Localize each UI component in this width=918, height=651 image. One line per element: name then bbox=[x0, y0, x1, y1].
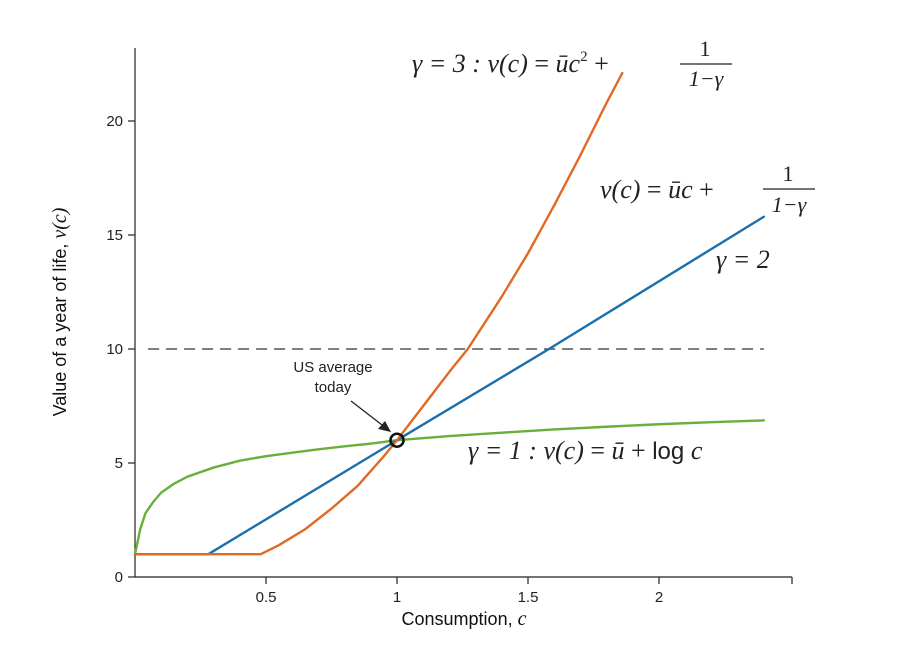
y-tick-label: 20 bbox=[106, 113, 123, 130]
gamma3-equation: γ = 3 : v(c) = ūc2 + 1 1−γ bbox=[412, 36, 732, 91]
us-average-label-line2: today bbox=[315, 379, 352, 396]
y-tick-label: 5 bbox=[115, 455, 123, 472]
y-tick-label: 10 bbox=[106, 341, 123, 358]
gamma2-label: γ = 2 bbox=[716, 245, 770, 274]
linear-equation: v(c) = ūc + 1 1−γ bbox=[600, 161, 815, 217]
us-average-annotation: US average today bbox=[293, 359, 391, 432]
x-tick-label: 1.5 bbox=[518, 589, 539, 606]
linear-frac-num: 1 bbox=[783, 161, 794, 186]
y-tick-label: 15 bbox=[106, 227, 123, 244]
gamma3-frac-num: 1 bbox=[700, 36, 711, 61]
us-average-marker bbox=[389, 432, 405, 448]
x-axis-title: Consumption, c bbox=[402, 608, 527, 630]
linear-equation-text: v(c) = ūc + bbox=[600, 175, 714, 204]
series-line-gamma-2 bbox=[133, 215, 765, 556]
x-tick-label: 0.5 bbox=[256, 589, 277, 606]
us-average-arrow-shaft bbox=[350, 400, 387, 429]
gamma3-frac-den: 1−γ bbox=[689, 66, 725, 91]
series-line-gamma-1 bbox=[133, 419, 765, 556]
y-axis-title: Value of a year of life, v(c) bbox=[49, 207, 71, 416]
series-line-gamma-3 bbox=[133, 71, 624, 556]
y-tick-label: 0 bbox=[115, 569, 123, 586]
series-layer bbox=[133, 71, 765, 556]
us-average-label-line1: US average bbox=[293, 359, 372, 376]
gamma1-equation: γ = 1 : v(c) = ū + log c bbox=[468, 436, 703, 465]
us-average-arrow-head bbox=[378, 421, 391, 432]
linear-frac-den: 1−γ bbox=[772, 192, 808, 217]
gamma3-equation-text: γ = 3 : v(c) = ūc2 + bbox=[412, 49, 609, 78]
x-tick-label: 1 bbox=[393, 589, 401, 606]
x-tick-label: 2 bbox=[655, 589, 663, 606]
